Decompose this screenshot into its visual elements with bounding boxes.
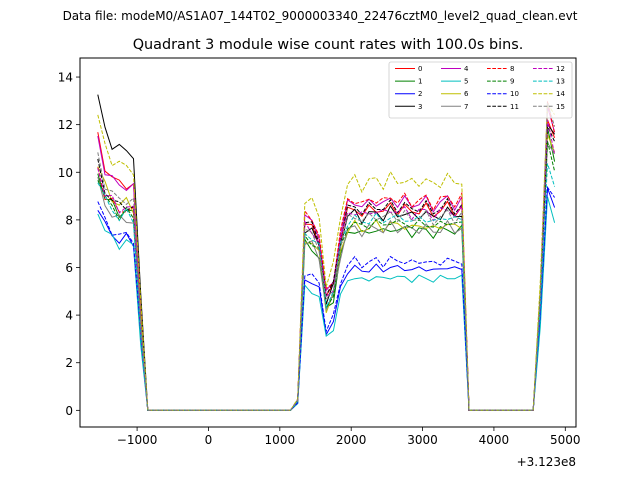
y-tick-label: 4	[65, 309, 73, 323]
legend-label-0: 0	[418, 65, 422, 73]
y-tick-label: 10	[58, 166, 73, 180]
legend-label-2: 2	[418, 90, 422, 98]
series-line-1	[97, 127, 556, 411]
x-tick-label: 4000	[479, 433, 510, 447]
legend-label-6: 6	[464, 90, 469, 98]
series-line-7	[97, 141, 556, 411]
series-line-5	[97, 196, 556, 411]
y-tick-label: 14	[58, 71, 73, 85]
y-tick-label: 12	[58, 118, 73, 132]
series-line-12	[97, 119, 556, 411]
x-axis-offset-label: +3.123e8	[517, 455, 576, 469]
legend-label-10: 10	[510, 90, 519, 98]
series-line-8	[97, 101, 556, 411]
legend-label-7: 7	[464, 103, 468, 111]
legend-label-4: 4	[464, 65, 469, 73]
series-line-3	[97, 94, 556, 411]
x-axis: −1000 0 1000 2000 3000 4000 5000	[117, 427, 581, 447]
plot-area-frame	[79, 57, 577, 428]
legend-label-1: 1	[418, 78, 422, 86]
legend-label-15: 15	[556, 103, 565, 111]
series-line-14	[97, 102, 556, 411]
y-tick-label: 2	[65, 356, 73, 370]
x-tick-label: 3000	[407, 433, 438, 447]
series-line-0	[97, 119, 556, 411]
legend-label-5: 5	[464, 78, 468, 86]
series-line-4	[97, 106, 556, 411]
legend-label-13: 13	[556, 78, 565, 86]
figure-suptitle: Data file: modeM0/AS1A07_144T02_90000033…	[63, 9, 578, 23]
legend-label-9: 9	[510, 78, 514, 86]
series-line-9	[97, 141, 556, 411]
legend-label-3: 3	[418, 103, 422, 111]
legend-label-8: 8	[510, 65, 514, 73]
x-tick-label: 1000	[265, 433, 296, 447]
series-line-15	[97, 102, 556, 411]
legend-label-11: 11	[510, 103, 519, 111]
legend-label-14: 14	[556, 90, 565, 98]
chart-title: Quadrant 3 module wise count rates with …	[133, 37, 524, 53]
y-tick-label: 6	[65, 261, 73, 275]
legend-box	[388, 61, 573, 119]
series-line-11	[97, 125, 556, 411]
x-tick-label: −1000	[117, 433, 158, 447]
x-tick-label: 2000	[336, 433, 367, 447]
series-line-6	[97, 134, 556, 411]
series-layer	[97, 94, 556, 411]
y-tick-label: 8	[65, 213, 73, 227]
y-tick-label: 0	[65, 404, 73, 418]
x-tick-label: 5000	[550, 433, 581, 447]
x-tick-label: 0	[205, 433, 213, 447]
y-axis: 0 2 4 6 8 10 12 14	[58, 71, 80, 418]
legend-label-12: 12	[556, 65, 565, 73]
